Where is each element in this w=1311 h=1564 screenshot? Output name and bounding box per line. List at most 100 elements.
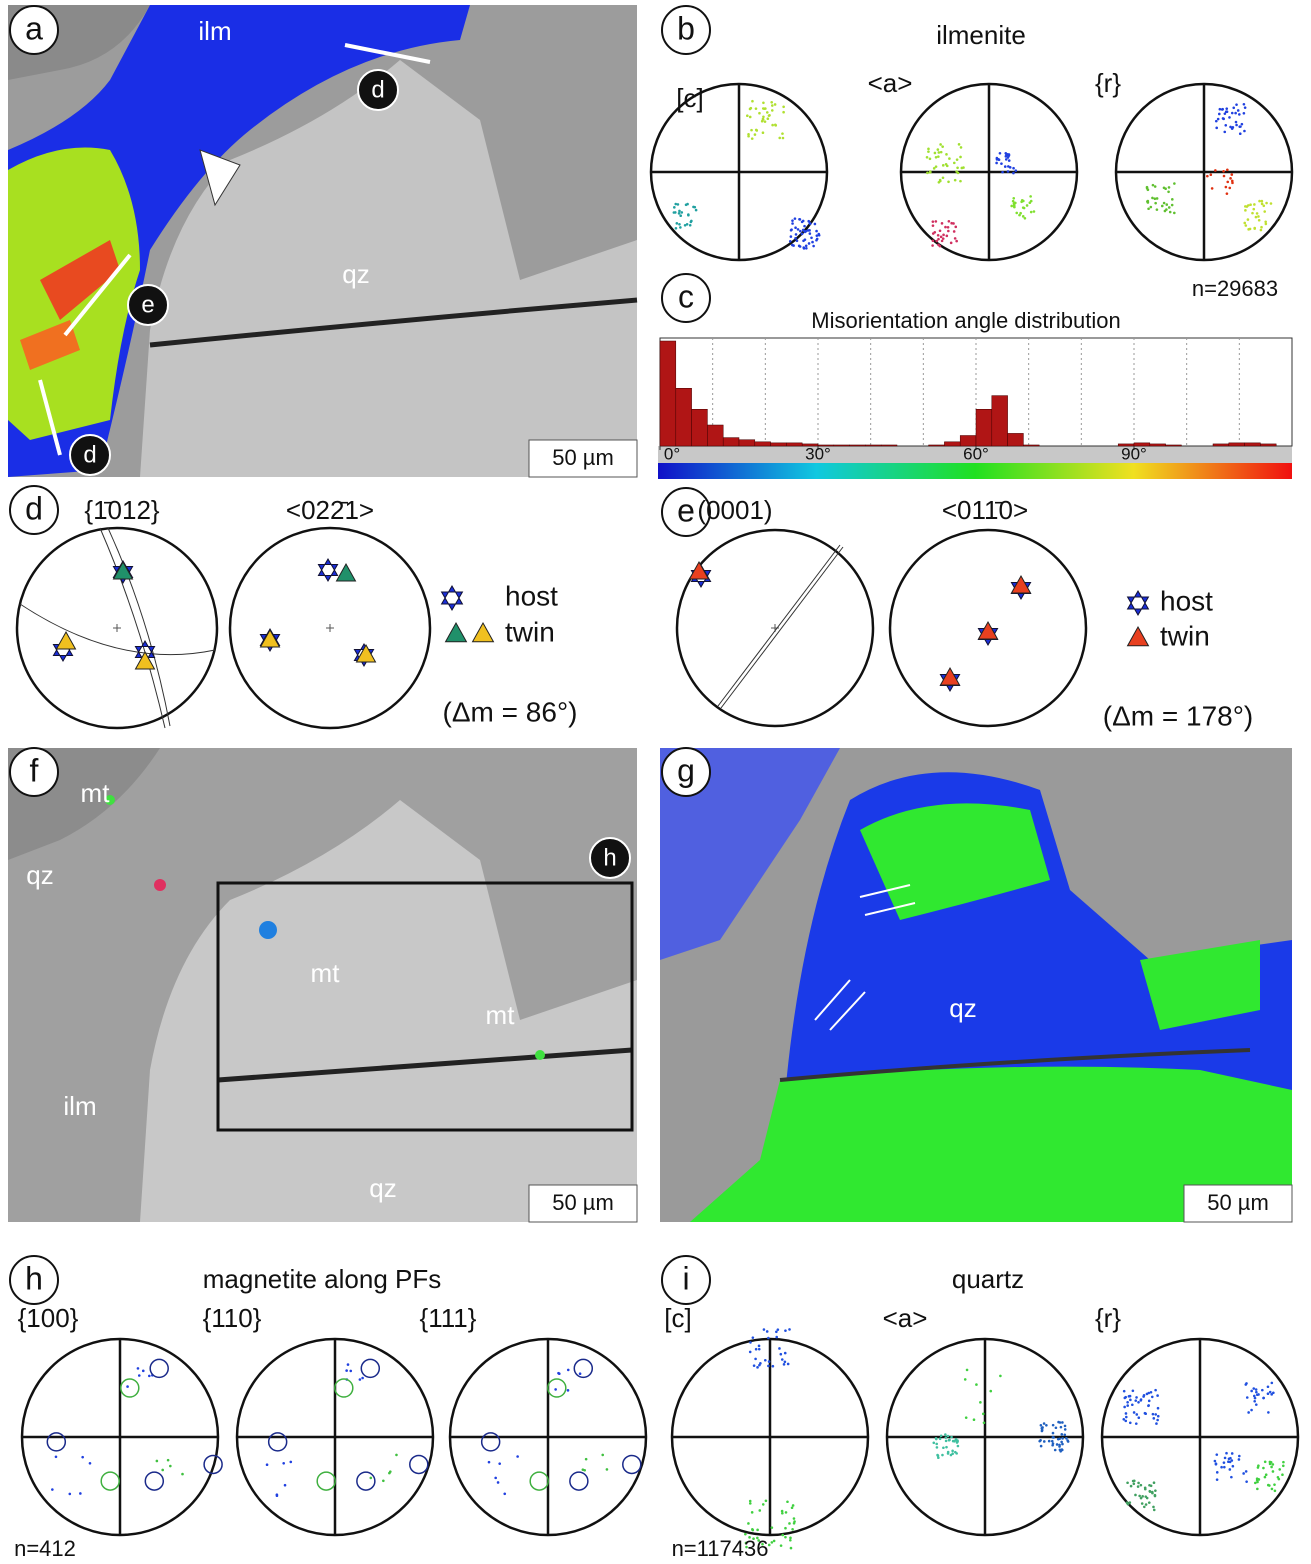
pf-point bbox=[1215, 1463, 1218, 1466]
pf-point bbox=[1151, 1491, 1154, 1494]
pf-point bbox=[674, 203, 677, 206]
panel-label: e bbox=[677, 492, 695, 528]
pf-point bbox=[764, 1359, 767, 1362]
pf-point bbox=[747, 1522, 750, 1525]
pf-point bbox=[753, 1364, 756, 1367]
pf-point bbox=[1271, 1488, 1274, 1491]
pf-label: {1̄012} bbox=[84, 495, 160, 525]
pf-point bbox=[680, 211, 683, 214]
pf-point bbox=[766, 111, 769, 114]
pf-point bbox=[1026, 204, 1029, 207]
pf-point bbox=[1126, 1481, 1129, 1484]
phase-label: qz bbox=[342, 259, 369, 289]
pf-point bbox=[1001, 171, 1004, 174]
pf-point bbox=[787, 1363, 790, 1366]
pf-point bbox=[754, 133, 757, 136]
pf-point bbox=[794, 237, 797, 240]
pf-point bbox=[945, 163, 948, 166]
bar bbox=[1260, 444, 1276, 446]
pf-point bbox=[1267, 1411, 1270, 1414]
pf-point bbox=[1251, 212, 1254, 215]
pf-point bbox=[1131, 1403, 1134, 1406]
bar bbox=[786, 443, 802, 446]
pf-point bbox=[781, 1510, 784, 1513]
annotation: (Δm = 178°) bbox=[1103, 700, 1254, 731]
pf-point bbox=[958, 143, 961, 146]
pf-point bbox=[606, 1468, 609, 1471]
pf-point bbox=[1156, 1419, 1159, 1422]
pf-point bbox=[749, 116, 752, 119]
pf-point bbox=[1269, 1391, 1272, 1394]
pf-point bbox=[1067, 1440, 1070, 1443]
pf-point bbox=[791, 1528, 794, 1531]
phase-label: ilm bbox=[63, 1091, 96, 1121]
pf-point bbox=[1051, 1440, 1054, 1443]
pf-point bbox=[1156, 197, 1159, 200]
pf-point bbox=[1254, 1482, 1257, 1485]
pf-point bbox=[937, 234, 940, 237]
phase-label: qz bbox=[369, 1173, 396, 1203]
pf-point bbox=[1022, 215, 1025, 218]
pf-point bbox=[758, 112, 761, 115]
pf-point bbox=[1007, 155, 1010, 158]
pf-point bbox=[1244, 106, 1247, 109]
pf-point bbox=[755, 1348, 758, 1351]
pf-point bbox=[1250, 1409, 1253, 1412]
pf-point bbox=[937, 238, 940, 241]
pf-point bbox=[68, 1493, 71, 1496]
pf-point bbox=[810, 236, 813, 239]
pf-point bbox=[793, 1522, 796, 1525]
pf-point bbox=[1229, 1468, 1232, 1471]
pf-point bbox=[276, 1494, 279, 1497]
pf-point bbox=[1065, 1437, 1068, 1440]
pf-point bbox=[763, 107, 766, 110]
pf-point bbox=[789, 1539, 792, 1542]
pf-point bbox=[937, 1456, 940, 1459]
pf-point bbox=[284, 1484, 287, 1487]
pf-point bbox=[935, 156, 938, 159]
pf-point bbox=[794, 226, 797, 229]
pf-point bbox=[1133, 1480, 1136, 1483]
pf-label: {r} bbox=[1095, 1303, 1121, 1333]
pf-point bbox=[953, 230, 956, 233]
pf-point bbox=[942, 234, 945, 237]
pf-point bbox=[774, 103, 777, 106]
pf-label: {110} bbox=[203, 1303, 262, 1333]
pf-point bbox=[947, 226, 950, 229]
pf-label: <a> bbox=[883, 1303, 928, 1333]
pf-point bbox=[1125, 1416, 1128, 1419]
pf-point bbox=[361, 1377, 364, 1380]
pf-point bbox=[952, 222, 955, 225]
pf-point bbox=[1154, 1489, 1157, 1492]
pf-point bbox=[1260, 229, 1263, 232]
pf-point bbox=[1252, 1387, 1255, 1390]
pf-point bbox=[749, 1341, 752, 1344]
pf-point bbox=[791, 222, 794, 225]
pf-point bbox=[1272, 1470, 1275, 1473]
pf-point bbox=[81, 1456, 84, 1459]
pf-point bbox=[382, 1479, 385, 1482]
pf-point bbox=[932, 239, 935, 242]
pf-point bbox=[1061, 1443, 1064, 1446]
pf-point bbox=[953, 162, 956, 165]
pf-point bbox=[148, 1375, 151, 1378]
legend-label: host bbox=[505, 580, 558, 611]
pf-point bbox=[758, 1348, 761, 1351]
colorbar bbox=[658, 463, 1292, 479]
pf-point bbox=[941, 240, 944, 243]
pf-point bbox=[1126, 1404, 1129, 1407]
pf-point bbox=[1129, 1421, 1132, 1424]
pf-point bbox=[794, 217, 797, 220]
legend-label: host bbox=[1160, 585, 1213, 616]
pf-point bbox=[954, 179, 957, 182]
pf-point bbox=[1148, 1484, 1151, 1487]
pf-point bbox=[137, 1367, 140, 1370]
pf-point bbox=[1164, 210, 1167, 213]
pf-point bbox=[1043, 1440, 1046, 1443]
pf-point bbox=[1000, 162, 1003, 165]
pf-point bbox=[1245, 1470, 1248, 1473]
pf-point bbox=[1262, 1397, 1265, 1400]
pf-point bbox=[959, 180, 962, 183]
pf-point bbox=[1132, 1389, 1135, 1392]
pf-point bbox=[939, 1438, 942, 1441]
